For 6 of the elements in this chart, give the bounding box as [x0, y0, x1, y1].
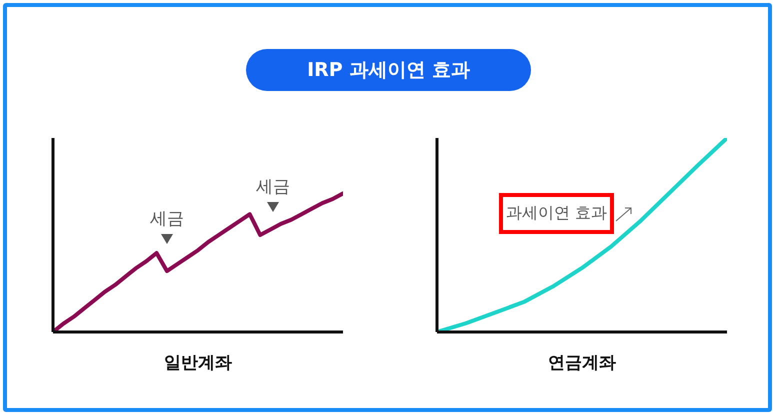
x-axis-title: 일반계좌	[163, 352, 233, 374]
text: IRP 과세이연 효과	[246, 49, 531, 91]
annotation: 과세이연 효과	[499, 193, 614, 234]
x-axis-title: 연금계좌	[547, 352, 617, 374]
annotation: 세금	[149, 208, 185, 230]
annotation: 세금	[255, 176, 291, 198]
